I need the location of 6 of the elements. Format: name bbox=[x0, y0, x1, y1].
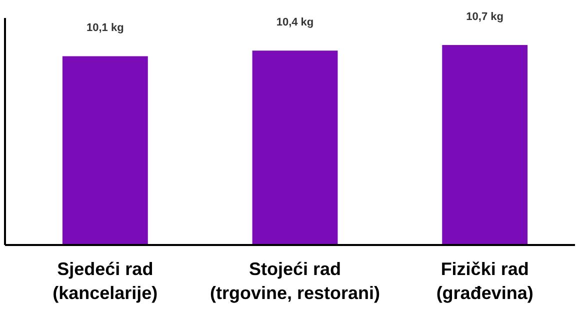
x-tick-label: Stojeći rad (trgovine, restorani) bbox=[210, 259, 380, 303]
x-tick-label: Fizički rad (građevina) bbox=[436, 259, 534, 303]
data-label: 10,4 kg bbox=[276, 16, 314, 29]
x-tick-label: Sjedeći rad (kancelarije) bbox=[52, 259, 158, 303]
data-label: 10,7 kg bbox=[466, 11, 504, 23]
data-label: 10,1 kg bbox=[86, 22, 124, 34]
